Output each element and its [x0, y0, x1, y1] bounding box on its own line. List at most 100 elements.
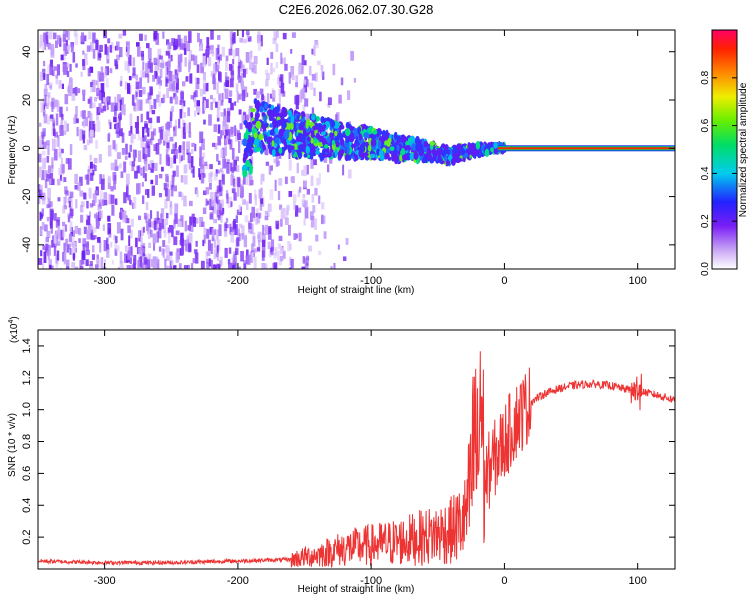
noise-speckle	[88, 188, 92, 198]
noise-speckle	[219, 204, 223, 210]
noise-speckle	[230, 65, 234, 76]
signal-blob	[484, 148, 490, 157]
noise-speckle	[119, 47, 123, 58]
noise-speckle	[179, 100, 183, 105]
noise-speckle	[238, 94, 241, 100]
noise-speckle	[98, 199, 102, 209]
noise-speckle	[227, 129, 231, 141]
spectrogram-x-tick-label: -300	[94, 275, 116, 287]
noise-speckle	[161, 60, 165, 69]
noise-speckle	[79, 260, 83, 269]
noise-speckle	[315, 234, 319, 242]
noise-speckle	[150, 210, 153, 219]
noise-speckle	[203, 190, 207, 196]
signal-blob	[406, 144, 411, 151]
noise-speckle	[55, 139, 59, 147]
noise-speckle	[207, 57, 212, 67]
noise-speckle	[235, 48, 240, 57]
signal-blob	[253, 139, 260, 147]
noise-speckle	[140, 50, 144, 57]
noise-speckle	[55, 113, 59, 126]
noise-speckle	[236, 237, 240, 247]
noise-speckle	[153, 144, 157, 151]
noise-speckle	[108, 194, 112, 205]
noise-speckle	[55, 40, 58, 48]
noise-speckle	[99, 44, 103, 52]
noise-speckle	[224, 229, 228, 237]
noise-speckle	[85, 60, 88, 65]
noise-speckle	[252, 236, 256, 247]
noise-speckle	[335, 112, 340, 122]
noise-speckle	[148, 117, 153, 124]
noise-speckle	[154, 57, 157, 63]
noise-speckle	[280, 208, 285, 219]
noise-speckle	[205, 187, 210, 195]
signal-blob	[363, 152, 369, 157]
noise-speckle	[166, 154, 169, 166]
noise-speckle	[175, 252, 180, 263]
noise-speckle	[116, 54, 120, 61]
noise-speckle	[114, 123, 117, 129]
noise-speckle	[172, 179, 175, 188]
noise-speckle	[190, 95, 194, 100]
noise-speckle	[86, 45, 90, 52]
noise-speckle	[140, 137, 145, 149]
noise-speckle	[116, 41, 120, 50]
noise-speckle	[208, 114, 212, 126]
noise-speckle	[184, 123, 189, 133]
noise-speckle	[273, 31, 277, 41]
noise-speckle	[135, 91, 138, 98]
noise-speckle	[171, 38, 176, 46]
noise-speckle	[291, 75, 295, 81]
noise-speckle	[82, 94, 86, 102]
noise-speckle	[129, 268, 132, 269]
noise-speckle	[125, 173, 130, 185]
noise-speckle	[261, 94, 264, 101]
noise-speckle	[190, 148, 194, 154]
signal-blob	[305, 120, 309, 129]
noise-speckle	[99, 174, 102, 185]
noise-speckle	[235, 165, 240, 173]
noise-speckle	[225, 80, 230, 88]
noise-speckle	[265, 161, 270, 166]
noise-speckle	[160, 138, 163, 144]
spectrogram-plot-area	[38, 30, 675, 269]
noise-speckle	[304, 206, 309, 219]
noise-speckle	[126, 186, 129, 198]
noise-speckle	[49, 173, 53, 179]
noise-speckle	[175, 86, 179, 93]
noise-speckle	[46, 140, 50, 146]
noise-speckle	[168, 42, 172, 49]
noise-speckle	[89, 264, 93, 269]
noise-speckle	[203, 119, 206, 125]
noise-speckle	[42, 157, 46, 170]
noise-speckle	[43, 32, 47, 43]
signal-blob	[340, 137, 345, 146]
noise-speckle	[59, 106, 63, 118]
noise-speckle	[241, 180, 244, 187]
noise-speckle	[240, 72, 244, 81]
noise-speckle	[259, 88, 264, 95]
noise-speckle	[96, 115, 99, 121]
noise-speckle	[295, 75, 299, 84]
svg-text:(x104): (x104)	[8, 316, 20, 343]
noise-speckle	[219, 54, 222, 61]
noise-speckle	[137, 46, 141, 57]
signal-blob	[248, 166, 253, 175]
noise-speckle	[119, 128, 123, 137]
noise-speckle	[150, 168, 154, 173]
noise-speckle	[42, 45, 46, 51]
noise-speckle	[238, 109, 242, 115]
noise-speckle	[260, 198, 263, 205]
noise-speckle	[334, 114, 338, 126]
noise-speckle	[223, 83, 226, 92]
noise-speckle	[182, 43, 186, 51]
spectrogram-frame	[37, 29, 676, 270]
noise-speckle	[202, 74, 207, 84]
noise-speckle	[220, 112, 224, 117]
signal-blob	[298, 150, 302, 160]
noise-speckle	[163, 140, 166, 146]
noise-speckle	[150, 179, 154, 185]
noise-speckle	[226, 135, 230, 141]
noise-speckle	[191, 142, 196, 148]
